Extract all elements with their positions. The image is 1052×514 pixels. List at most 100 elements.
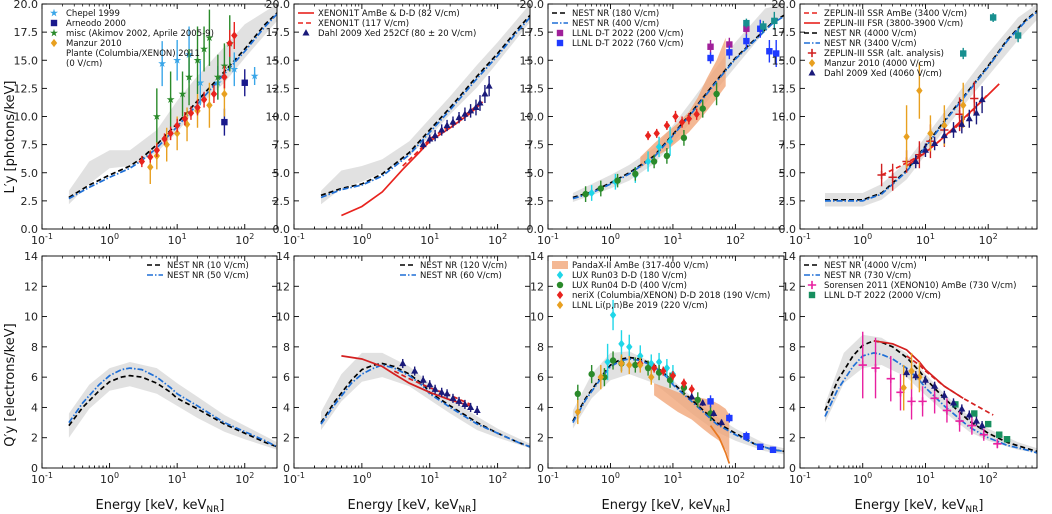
data-point (903, 368, 911, 376)
data-point (167, 129, 174, 138)
tick-exponent: 0 (114, 232, 119, 241)
data-point (726, 414, 733, 422)
data-point (955, 416, 964, 426)
y-tick-label: 20.0 (520, 0, 545, 11)
data-point (903, 132, 910, 141)
tick-base: 10 (726, 473, 740, 486)
data-point (888, 173, 897, 182)
y-tick-label: 8 (283, 341, 290, 354)
y-tick-label: 0 (537, 462, 544, 475)
legend: NEST NR (10 V/cm)NEST NR (50 V/cm) (147, 261, 249, 281)
legend-entry: LLNL D-T 2022 (760 V/cm) (572, 39, 684, 49)
xlabel-sub-1: NR (206, 505, 219, 514)
data-point (467, 403, 475, 410)
data-point (574, 407, 582, 417)
y-tick-label: 0 (789, 462, 796, 475)
tick-exponent: 1 (930, 471, 935, 480)
y-tick-label: 2 (283, 432, 290, 445)
uncertainty-band (68, 362, 277, 450)
data-point (699, 399, 707, 406)
data-point (609, 357, 617, 364)
data-point (941, 121, 948, 130)
x-axis-label-1: Energy [keV, keVNR] (96, 498, 225, 514)
x-tick-label: 101 (663, 471, 682, 486)
data-point (766, 48, 773, 55)
xlabel-main-3: Energy [keV, keV (602, 498, 713, 513)
legend-marker (808, 58, 816, 68)
xlabel-end-2: ] (471, 498, 476, 513)
y-tick-label: 17.5 (14, 26, 39, 39)
data-point (221, 118, 228, 126)
tick-base: 10 (420, 473, 434, 486)
legend: NEST NR (120 V/cm)NEST NR (60 V/cm) (400, 261, 507, 281)
tick-base: 10 (663, 473, 677, 486)
data-point (908, 366, 915, 376)
tick-base: 10 (283, 473, 297, 486)
x-tick-label: 10-1 (31, 232, 53, 247)
y-tick-label: 7.5 (21, 139, 39, 152)
xlabel-end-1: ] (219, 498, 224, 513)
data-point (166, 95, 175, 103)
tick-base: 10 (853, 234, 867, 247)
data-point (618, 359, 625, 368)
legend-entry: NEST NR (60 V/cm) (420, 271, 502, 281)
uncertainty-band (572, 351, 784, 455)
data-point (147, 152, 154, 162)
data-point (672, 112, 679, 121)
data-point (978, 421, 986, 429)
data-point (173, 129, 181, 138)
xlabel-main-2: Energy [keV, keV (348, 498, 459, 513)
legend-entry: LUX Run04 D-D (400 V/cm) (572, 281, 687, 291)
tick-exponent: 1 (182, 232, 187, 241)
data-point (226, 39, 233, 48)
tick-exponent: 0 (366, 232, 371, 241)
y-tick-label: 6 (283, 371, 290, 384)
data-point (707, 54, 714, 62)
legend-marker (302, 29, 310, 36)
data-point (685, 114, 693, 123)
y-tick-label: 15.0 (266, 54, 291, 67)
data-point (680, 379, 688, 388)
y-tick-label: 6 (31, 371, 38, 384)
data-point (648, 372, 655, 382)
data-point (200, 95, 208, 104)
data-point (231, 31, 238, 40)
y-tick-label: 4 (789, 401, 796, 414)
data-point (931, 382, 939, 389)
legend-entry: XENON1T (117 V/cm) (318, 19, 409, 29)
plot-area-top-2 (320, 4, 530, 217)
x-axis-label-4: Energy [keV, keVNR] (855, 498, 984, 514)
data-point (757, 443, 764, 450)
tick-exponent: -1 (551, 232, 559, 241)
y-tick-label: 2 (537, 432, 544, 445)
x-tick-label: 101 (916, 471, 935, 486)
legend-entry: (0 V/cm) (66, 59, 102, 69)
legend-entry: NEST NR (4000 V/cm) (824, 29, 917, 39)
data-point (147, 162, 154, 172)
x-tick-label: 100 (352, 232, 371, 247)
x-tick-label: 101 (168, 471, 187, 486)
series-line-1 (68, 367, 277, 448)
data-point (978, 95, 986, 103)
data-point (743, 433, 750, 440)
x-tick-label: 10-1 (283, 232, 305, 247)
panel-top-1: 10-1 100 101 1020.02.55.07.510.012.515.017.… (14, 0, 278, 247)
data-point (996, 431, 1003, 438)
series-line-1 (320, 364, 530, 448)
legend-entry: NEST NR (120 V/cm) (420, 261, 507, 271)
legend-marker (556, 29, 564, 37)
tick-exponent: 1 (677, 232, 682, 241)
axes-frame (547, 255, 785, 469)
tick-base: 10 (537, 473, 551, 486)
y-tick-label: 7.5 (527, 139, 545, 152)
data-point (650, 363, 658, 373)
panel-top-3: 10-1 100 101 1020.02.55.07.510.012.515.017.… (520, 0, 785, 247)
y-tick-label: 12.5 (772, 82, 797, 95)
legend-entry: LLNL D-T 2022 (2000 V/cm) (824, 291, 941, 301)
series-line-2 (341, 101, 484, 217)
tick-exponent: 1 (434, 471, 439, 480)
y-tick-label: 12 (24, 280, 38, 293)
axes-frame (799, 255, 1038, 469)
